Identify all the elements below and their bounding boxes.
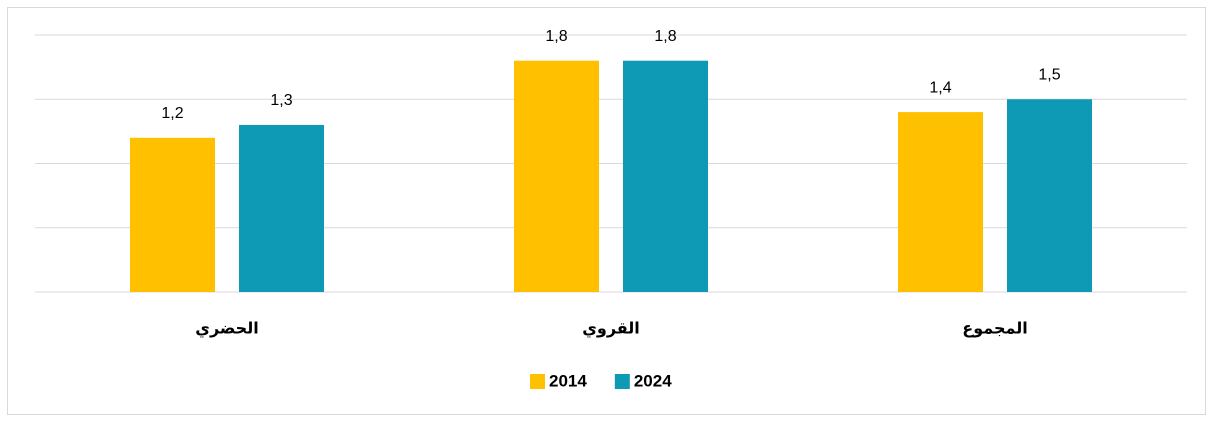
bar xyxy=(130,137,215,292)
x-tick-label: المجموع xyxy=(962,319,1027,338)
bar xyxy=(1007,99,1092,292)
legend-swatch xyxy=(530,374,545,389)
bar xyxy=(898,112,983,292)
bar xyxy=(239,124,324,292)
data-label: 1,8 xyxy=(654,28,676,45)
data-label: 1,4 xyxy=(929,79,951,96)
data-label: 1,2 xyxy=(161,105,183,122)
data-label: 1,8 xyxy=(545,28,567,45)
legend-label: 2024 xyxy=(634,371,672,390)
bar xyxy=(514,60,599,293)
bar xyxy=(623,60,708,293)
data-label: 1,3 xyxy=(270,92,292,109)
x-tick-label: الحضري xyxy=(195,319,258,339)
legend-label: 2014 xyxy=(549,371,587,390)
legend-swatch xyxy=(614,374,630,389)
x-tick-label: القروي xyxy=(582,319,640,339)
data-label: 1,5 xyxy=(1038,66,1060,83)
